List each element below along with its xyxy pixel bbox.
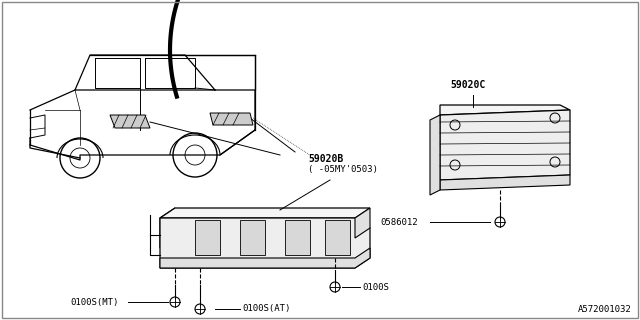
Text: 59020C: 59020C: [450, 80, 485, 90]
Polygon shape: [160, 218, 370, 268]
Polygon shape: [285, 220, 310, 255]
Polygon shape: [210, 113, 253, 125]
Text: 59020B: 59020B: [308, 154, 343, 164]
Polygon shape: [440, 110, 570, 180]
Text: 0100S(AT): 0100S(AT): [242, 305, 291, 314]
Polygon shape: [430, 115, 440, 195]
Text: A572001032: A572001032: [579, 305, 632, 314]
Polygon shape: [160, 208, 370, 218]
Polygon shape: [195, 220, 220, 255]
Polygon shape: [160, 208, 175, 248]
Text: ( -05MY'0503): ( -05MY'0503): [308, 165, 378, 174]
Polygon shape: [440, 175, 570, 190]
Text: 0586012: 0586012: [380, 218, 418, 227]
Polygon shape: [440, 105, 570, 115]
Polygon shape: [355, 208, 370, 238]
Text: 0100S(MT): 0100S(MT): [70, 298, 118, 307]
Polygon shape: [160, 248, 370, 268]
Polygon shape: [240, 220, 265, 255]
Polygon shape: [325, 220, 350, 255]
Text: 0100S: 0100S: [362, 283, 389, 292]
Polygon shape: [110, 115, 150, 128]
